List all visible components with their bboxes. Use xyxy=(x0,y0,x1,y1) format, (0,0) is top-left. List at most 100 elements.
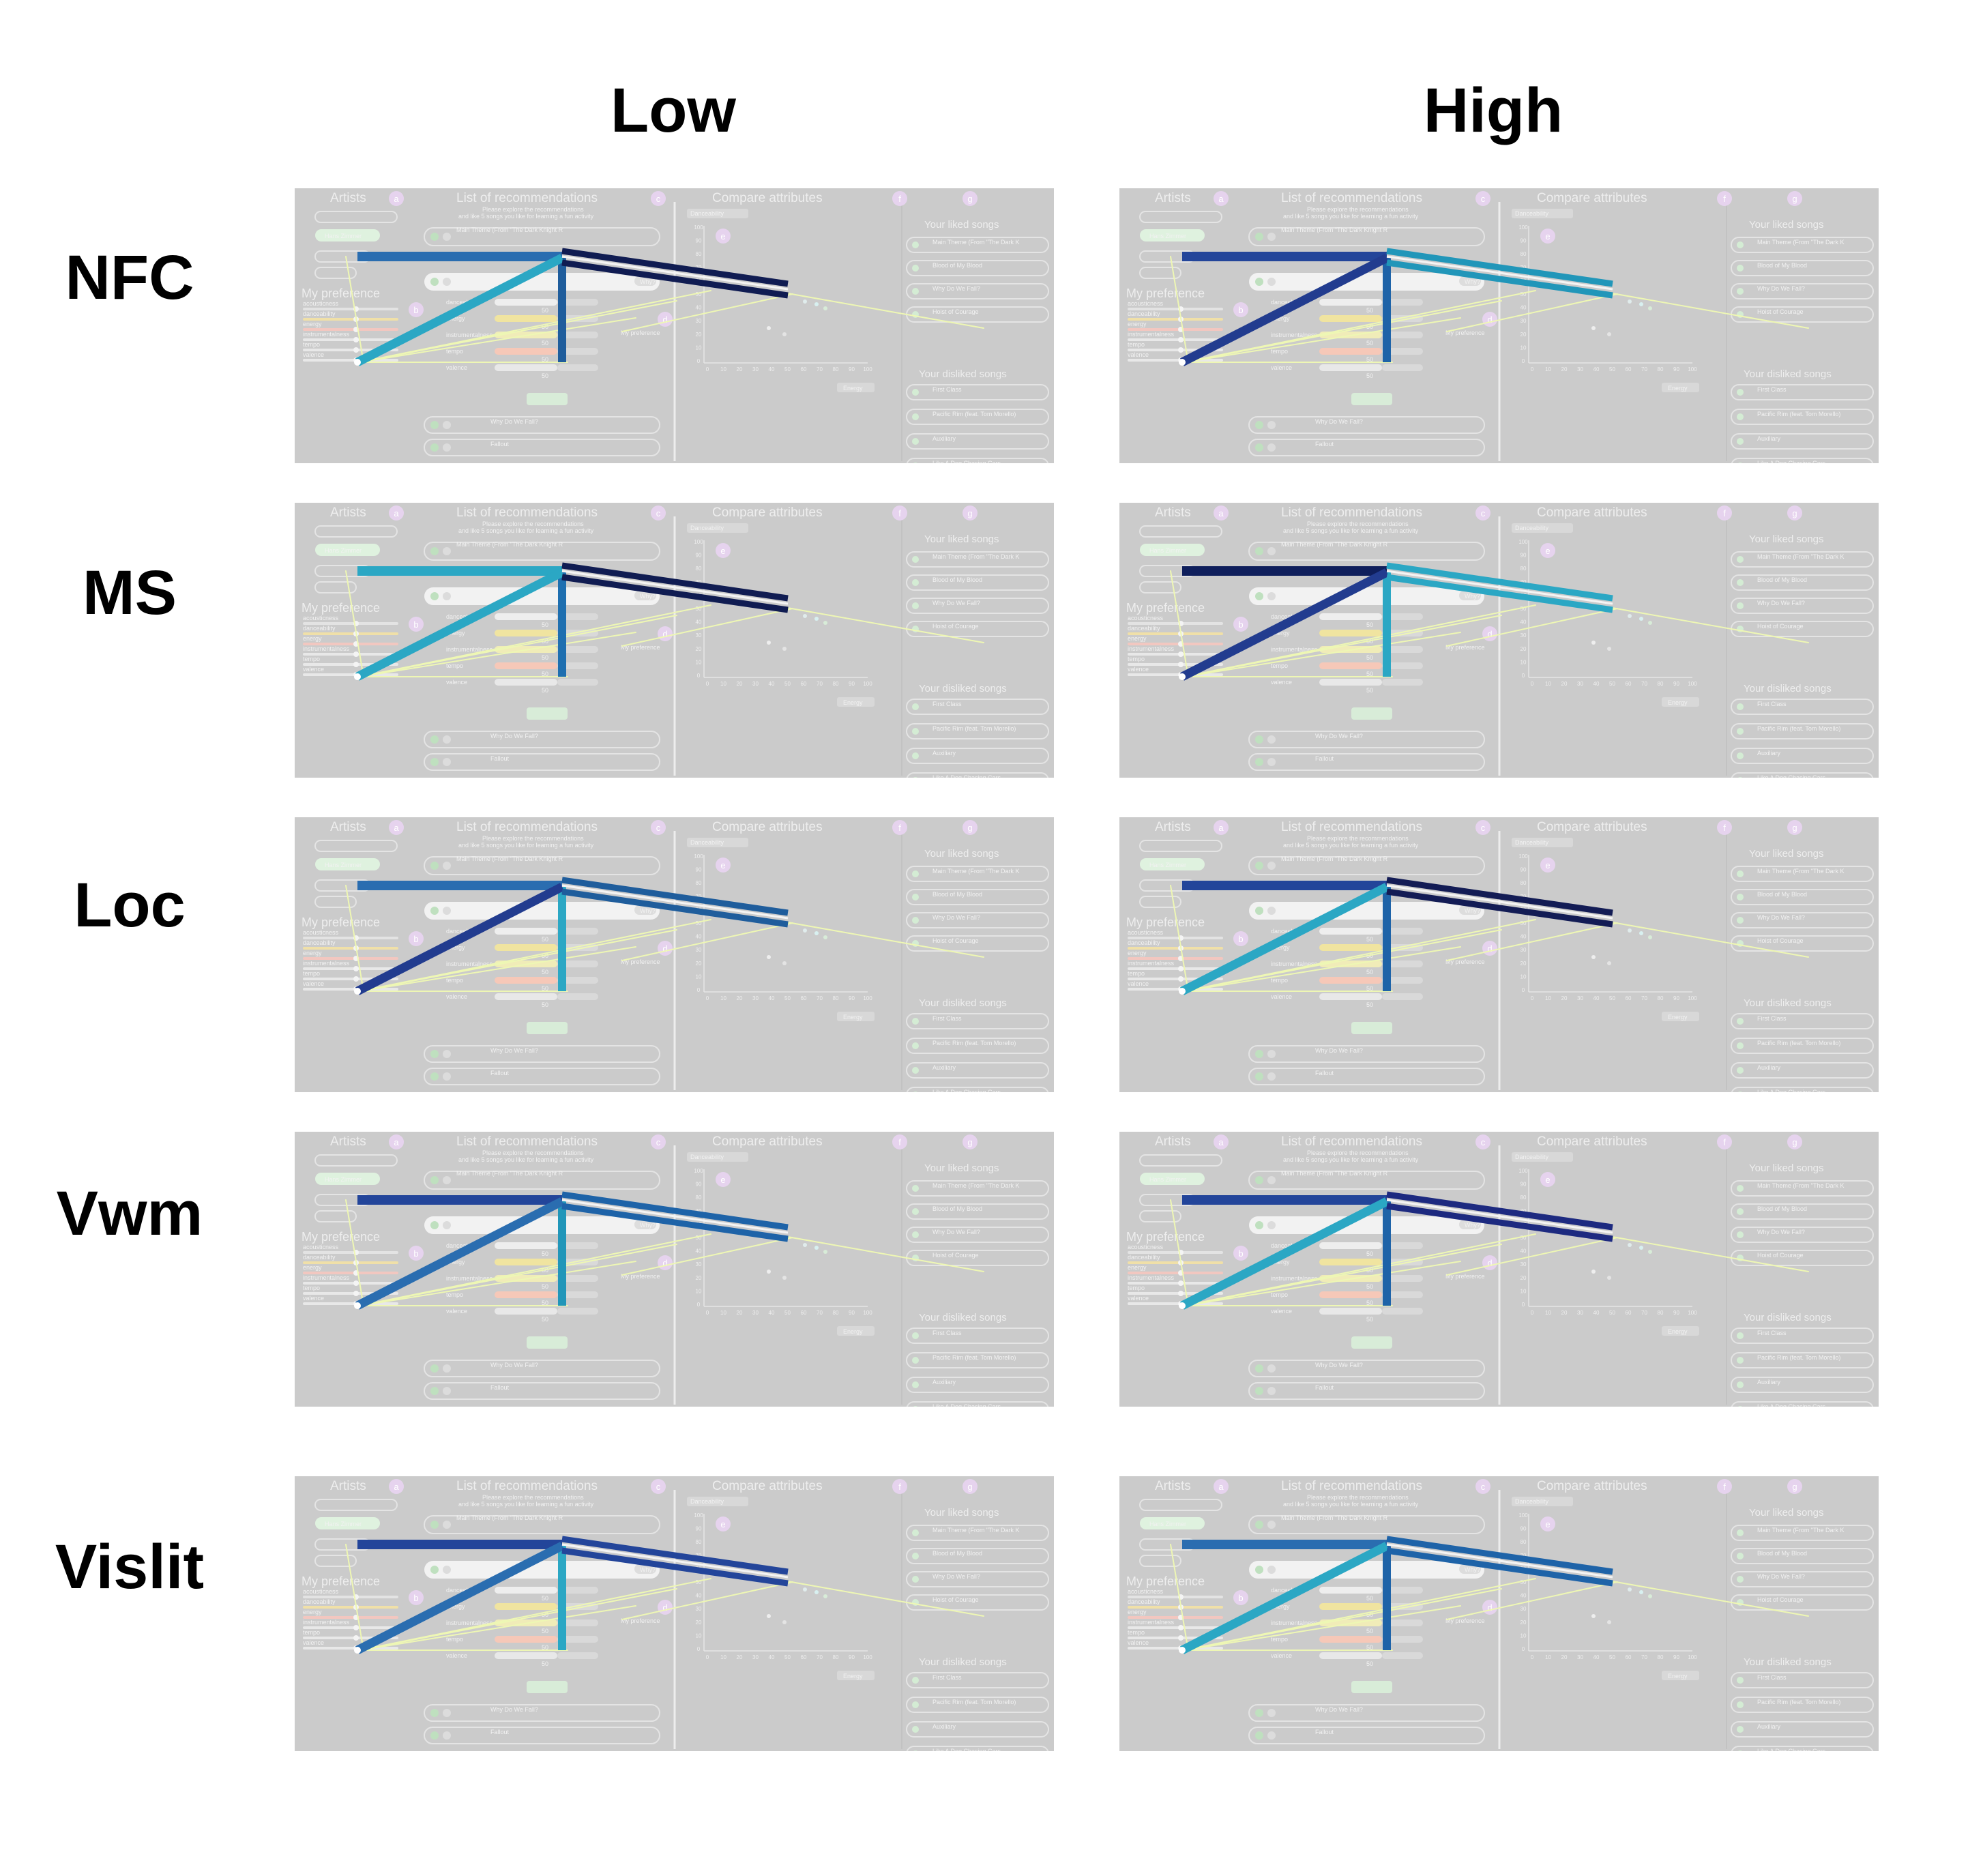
play-icon[interactable] xyxy=(912,1067,919,1074)
why-button[interactable] xyxy=(634,1564,656,1574)
play-icon[interactable] xyxy=(1737,288,1744,295)
save-button[interactable] xyxy=(1351,1022,1392,1034)
preference-slider[interactable] xyxy=(1128,308,1223,310)
preference-slider[interactable] xyxy=(303,1272,398,1274)
play-icon[interactable] xyxy=(912,1750,919,1751)
song-point[interactable] xyxy=(1607,961,1611,965)
thumbs-down-icon[interactable] xyxy=(443,862,451,870)
song-point[interactable] xyxy=(767,641,771,645)
liked-song-item[interactable] xyxy=(1731,912,1874,928)
disliked-song-item[interactable] xyxy=(906,699,1049,715)
song-point[interactable] xyxy=(823,1594,827,1598)
recommendation-card[interactable] xyxy=(1248,753,1485,771)
liked-song-item[interactable] xyxy=(906,260,1049,276)
play-icon[interactable] xyxy=(912,1091,919,1092)
preference-slider[interactable] xyxy=(303,338,398,341)
liked-song-item[interactable] xyxy=(1731,283,1874,299)
disliked-song-item[interactable] xyxy=(1731,1746,1874,1751)
thumbs-down-icon[interactable] xyxy=(443,233,451,241)
thumbs-up-icon[interactable] xyxy=(430,1709,439,1717)
preference-slider[interactable] xyxy=(303,632,398,635)
song-point[interactable] xyxy=(814,302,819,306)
song-point[interactable] xyxy=(1591,641,1596,645)
y-attribute-dropdown[interactable] xyxy=(1512,1497,1573,1506)
recommendation-card-selected[interactable] xyxy=(424,902,660,920)
x-attribute-dropdown[interactable] xyxy=(1662,1012,1699,1021)
preference-slider[interactable] xyxy=(303,1616,398,1619)
artist-chip[interactable] xyxy=(315,1173,380,1185)
song-point[interactable] xyxy=(1648,621,1652,625)
song-point[interactable] xyxy=(1591,1270,1596,1274)
artist-search-input[interactable] xyxy=(1139,211,1222,223)
thumbs-up-icon[interactable] xyxy=(430,1176,439,1184)
song-point[interactable] xyxy=(767,326,771,330)
song-point[interactable] xyxy=(1639,302,1643,306)
y-attribute-dropdown[interactable] xyxy=(687,1497,748,1506)
recommendation-card-selected[interactable] xyxy=(424,273,660,291)
play-icon[interactable] xyxy=(912,602,919,609)
song-point[interactable] xyxy=(1607,647,1611,651)
slider-handle[interactable] xyxy=(1178,651,1184,657)
thumbs-down-icon[interactable] xyxy=(443,1521,451,1529)
slider-handle[interactable] xyxy=(1178,966,1184,971)
song-point[interactable] xyxy=(1648,1250,1652,1254)
liked-song-item[interactable] xyxy=(906,1571,1049,1587)
preference-slider[interactable] xyxy=(303,1261,398,1264)
song-point[interactable] xyxy=(814,931,819,935)
thumbs-up-icon[interactable] xyxy=(430,907,439,915)
thumbs-down-icon[interactable] xyxy=(443,1709,451,1717)
slider-handle[interactable] xyxy=(1178,976,1184,982)
thumbs-down-icon[interactable] xyxy=(1267,907,1276,915)
x-attribute-dropdown[interactable] xyxy=(1662,1326,1699,1336)
play-icon[interactable] xyxy=(912,1185,919,1192)
play-icon[interactable] xyxy=(1737,556,1744,563)
song-point[interactable] xyxy=(1628,1243,1632,1247)
disliked-song-item[interactable] xyxy=(1731,409,1874,425)
thumbs-up-icon[interactable] xyxy=(1255,592,1263,600)
play-icon[interactable] xyxy=(912,1357,919,1364)
play-icon[interactable] xyxy=(912,870,919,877)
thumbs-up-icon[interactable] xyxy=(1255,1566,1263,1574)
thumbs-down-icon[interactable] xyxy=(443,758,451,766)
artist-chip[interactable] xyxy=(315,858,380,870)
x-attribute-dropdown[interactable] xyxy=(837,1326,875,1336)
recommendation-card[interactable] xyxy=(1248,856,1485,875)
liked-song-item[interactable] xyxy=(1731,889,1874,905)
thumbs-up-icon[interactable] xyxy=(430,1050,439,1058)
recommendation-card[interactable] xyxy=(1248,416,1485,434)
artist-search-input[interactable] xyxy=(314,211,398,223)
preference-slider[interactable] xyxy=(1128,1626,1223,1629)
recommendation-card[interactable] xyxy=(424,542,660,561)
disliked-song-item[interactable] xyxy=(1731,1352,1874,1368)
preference-slider[interactable] xyxy=(303,328,398,331)
song-point[interactable] xyxy=(803,299,807,304)
thumbs-down-icon[interactable] xyxy=(1267,1221,1276,1229)
preference-slider[interactable] xyxy=(303,1302,398,1305)
why-button[interactable] xyxy=(634,905,656,915)
why-button[interactable] xyxy=(1459,905,1481,915)
disliked-song-item[interactable] xyxy=(1731,1377,1874,1393)
song-point[interactable] xyxy=(1648,935,1652,939)
liked-song-item[interactable] xyxy=(906,237,1049,253)
why-button[interactable] xyxy=(634,1220,656,1229)
play-icon[interactable] xyxy=(912,1208,919,1215)
thumbs-down-icon[interactable] xyxy=(443,421,451,429)
thumbs-up-icon[interactable] xyxy=(1255,443,1263,452)
thumbs-up-icon[interactable] xyxy=(1255,233,1263,241)
save-button[interactable] xyxy=(527,707,568,720)
play-icon[interactable] xyxy=(1737,1018,1744,1025)
thumbs-down-icon[interactable] xyxy=(1267,592,1276,600)
song-point[interactable] xyxy=(1591,1614,1596,1618)
preference-slider[interactable] xyxy=(1128,988,1223,991)
disliked-song-item[interactable] xyxy=(1731,384,1874,400)
thumbs-up-icon[interactable] xyxy=(1255,1176,1263,1184)
preference-slider[interactable] xyxy=(303,643,398,645)
play-icon[interactable] xyxy=(1737,1677,1744,1684)
play-icon[interactable] xyxy=(912,1332,919,1339)
artist-chip[interactable] xyxy=(1140,858,1205,870)
play-icon[interactable] xyxy=(912,389,919,396)
save-button[interactable] xyxy=(1351,393,1392,405)
recommendation-card[interactable] xyxy=(1248,1727,1485,1744)
play-icon[interactable] xyxy=(1737,1406,1744,1407)
disliked-song-item[interactable] xyxy=(1731,1697,1874,1713)
